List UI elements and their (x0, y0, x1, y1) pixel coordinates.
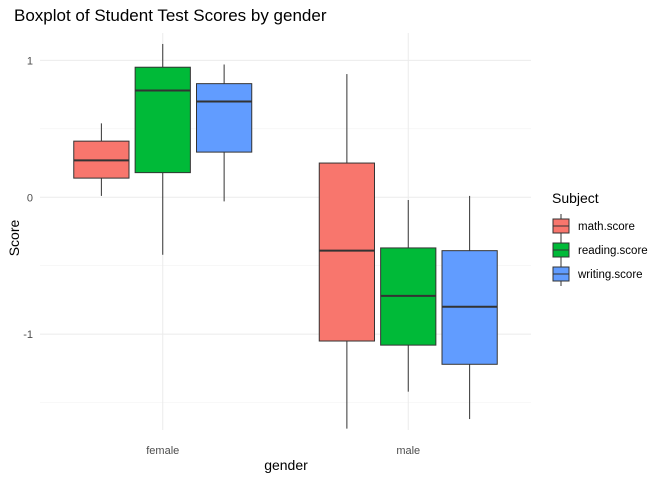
box-reading-score-female (134, 43, 191, 255)
legend-item: reading.score (552, 238, 648, 262)
box-reading-score-male (380, 200, 437, 392)
box-writing-score-male (441, 195, 498, 420)
legend: Subject math.score reading.score writing.s… (552, 190, 648, 286)
y-tick-label: -1 (23, 329, 33, 341)
legend-title: Subject (552, 190, 599, 206)
box-iqr (196, 83, 253, 153)
chart-title: Boxplot of Student Test Scores by gender (14, 6, 327, 25)
box-math-score-female (73, 123, 130, 196)
x-axis-title: gender (264, 457, 308, 473)
x-tick-labels: female male (146, 445, 420, 457)
y-axis-title: Score (6, 220, 22, 257)
y-tick-label: 1 (27, 55, 33, 67)
y-tick-labels: 1 0 -1 (23, 55, 33, 341)
x-tick-label: female (146, 445, 179, 457)
boxes (73, 43, 498, 429)
x-tick-label: male (396, 445, 420, 457)
box-math-score-male (318, 74, 375, 429)
legend-label: writing.score (577, 269, 643, 281)
box-writing-score-female (196, 64, 253, 202)
box-iqr (134, 66, 191, 174)
y-tick-label: 0 (27, 192, 33, 204)
legend-item: writing.score (552, 262, 643, 286)
box-iqr (318, 162, 375, 342)
legend-label: math.score (578, 221, 635, 233)
grid (40, 33, 531, 430)
legend-label: reading.score (578, 245, 648, 257)
legend-item: math.score (552, 214, 635, 238)
